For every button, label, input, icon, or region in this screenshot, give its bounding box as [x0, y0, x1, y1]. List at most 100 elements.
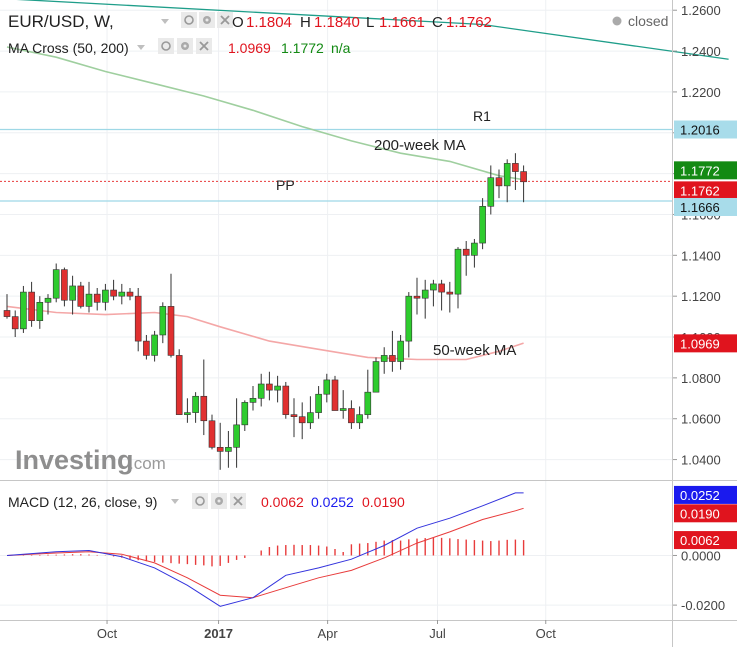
gear-icon[interactable] — [211, 493, 227, 509]
ma-cross-title[interactable]: MA Cross (50, 200) — [8, 40, 129, 56]
candle[interactable] — [266, 371, 273, 401]
close-icon[interactable] — [217, 12, 233, 28]
macd-legend[interactable]: MACD (12, 26, close, 9) 0.0062 0.0252 0.… — [8, 493, 405, 510]
chevron-down-icon[interactable] — [137, 45, 145, 50]
candle[interactable] — [438, 279, 445, 311]
candle[interactable] — [28, 281, 35, 327]
candle[interactable] — [372, 357, 380, 393]
candle[interactable] — [3, 294, 11, 319]
candle[interactable] — [274, 375, 281, 403]
candle[interactable] — [282, 381, 290, 419]
candle[interactable] — [397, 334, 404, 370]
candle[interactable] — [512, 153, 519, 190]
eye-icon[interactable] — [181, 12, 197, 28]
price-plot[interactable] — [0, 0, 729, 470]
time-tick-label: Jul — [429, 626, 446, 641]
candle[interactable] — [249, 386, 257, 411]
candle[interactable] — [389, 330, 396, 372]
candle[interactable] — [110, 279, 117, 301]
candle[interactable] — [241, 400, 249, 431]
trend-line[interactable] — [0, 0, 729, 60]
candle[interactable] — [11, 310, 19, 338]
candle[interactable] — [134, 288, 142, 352]
candle[interactable] — [20, 285, 27, 333]
gear-icon[interactable] — [177, 38, 193, 54]
candle[interactable] — [85, 281, 93, 313]
symbol-legend[interactable]: EUR/USD, W, O 1.1804 H 1.1840 L 1.1661 C… — [8, 12, 668, 31]
candle-body — [225, 447, 232, 452]
candle[interactable] — [323, 373, 331, 403]
macd-badge-label: 0.0252 — [680, 488, 720, 503]
eye-icon[interactable] — [158, 38, 174, 54]
candle[interactable] — [364, 369, 372, 419]
ma-200-line[interactable] — [6, 46, 524, 181]
candle[interactable] — [52, 263, 60, 303]
chevron-down-icon[interactable] — [171, 499, 179, 504]
candle[interactable] — [200, 359, 208, 436]
candle[interactable] — [159, 302, 167, 344]
candle[interactable] — [61, 267, 68, 307]
candle[interactable] — [380, 347, 388, 374]
candle[interactable] — [184, 398, 191, 423]
time-axis[interactable]: lOct2017AprJulOct — [0, 620, 556, 641]
candle[interactable] — [503, 159, 511, 203]
candle[interactable] — [151, 330, 158, 362]
candle[interactable] — [487, 165, 495, 215]
ma-50-line[interactable] — [6, 305, 524, 361]
candle[interactable] — [307, 396, 314, 429]
candle[interactable] — [405, 292, 413, 358]
candle[interactable] — [446, 281, 454, 313]
symbol-title[interactable]: EUR/USD, W, — [8, 12, 114, 31]
candle[interactable] — [233, 398, 240, 468]
close-icon[interactable] — [230, 493, 246, 509]
candle[interactable] — [348, 400, 355, 429]
candle[interactable] — [175, 349, 183, 415]
candle[interactable] — [479, 198, 486, 250]
candle[interactable] — [102, 283, 109, 311]
candle-body — [389, 355, 396, 362]
macd-line[interactable] — [6, 492, 524, 607]
candle[interactable] — [339, 390, 347, 419]
macd-plot[interactable] — [6, 492, 525, 607]
candle[interactable] — [298, 402, 306, 440]
candle-body — [503, 163, 511, 187]
candle[interactable] — [454, 247, 462, 309]
candle[interactable] — [126, 288, 134, 301]
candle[interactable] — [192, 392, 199, 423]
candle[interactable] — [257, 373, 265, 407]
chevron-down-icon[interactable] — [161, 19, 169, 24]
candle[interactable] — [413, 277, 421, 315]
candle[interactable] — [44, 294, 52, 315]
close-icon[interactable] — [196, 38, 212, 54]
price-axis[interactable]: 1.26001.24001.22001.20001.18001.16001.14… — [673, 3, 737, 468]
macd-signal-line[interactable] — [6, 507, 524, 599]
candle[interactable] — [331, 375, 339, 411]
candle[interactable] — [208, 414, 216, 450]
candle[interactable] — [520, 165, 527, 203]
candle[interactable] — [471, 238, 478, 268]
candle[interactable] — [421, 279, 429, 319]
candle[interactable] — [77, 281, 85, 309]
eye-icon[interactable] — [192, 493, 208, 509]
candle[interactable] — [430, 279, 437, 307]
candle[interactable] — [216, 422, 224, 470]
macd-axis[interactable]: 0.0000 -0.0200 0.0252 0.0190 0.0062 — [673, 485, 737, 613]
ma-cross-legend[interactable]: MA Cross (50, 200) 1.0969 1.1772 n/a — [8, 38, 351, 56]
candle[interactable] — [225, 430, 232, 468]
candle[interactable] — [315, 386, 322, 419]
candle[interactable] — [356, 406, 363, 429]
candle[interactable] — [290, 398, 298, 438]
gear-icon[interactable] — [199, 12, 215, 28]
candle[interactable] — [462, 241, 470, 276]
candle[interactable] — [93, 288, 101, 311]
candle[interactable] — [69, 275, 76, 315]
candle[interactable] — [495, 169, 503, 199]
candle[interactable] — [118, 283, 126, 305]
candle-body — [167, 306, 175, 356]
macd-title[interactable]: MACD (12, 26, close, 9) — [8, 494, 157, 510]
candle-body — [323, 379, 331, 395]
candle[interactable] — [36, 296, 44, 329]
candle[interactable] — [167, 273, 175, 358]
candle[interactable] — [143, 334, 150, 360]
